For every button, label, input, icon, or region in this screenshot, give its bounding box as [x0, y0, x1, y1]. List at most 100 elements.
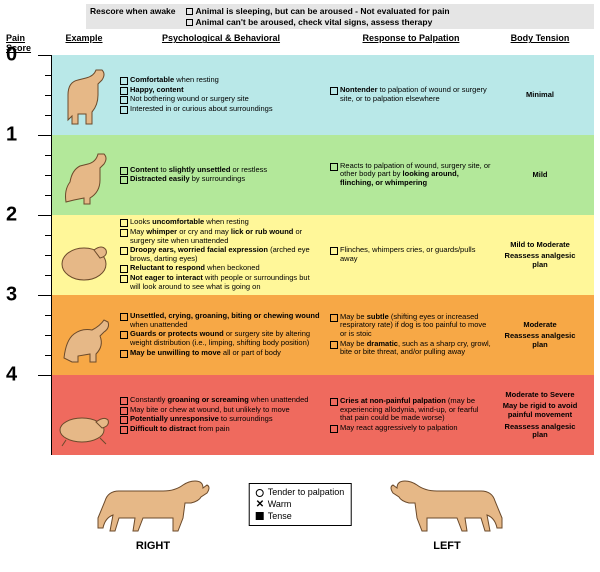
example-illustration — [52, 135, 116, 215]
scale-tick — [38, 215, 52, 216]
tension-reassess: Reassess analgesic plan — [500, 423, 580, 440]
legend-circle-label: Tender to palpation — [268, 487, 345, 499]
tension-label: Moderate — [500, 321, 580, 330]
scale-minor-tick — [45, 175, 52, 176]
psych-item: Interested in or curious about surroundi… — [120, 105, 322, 114]
pain-scale: 01234 — [6, 55, 52, 455]
example-illustration — [52, 295, 116, 375]
psych-item: Unsettled, crying, groaning, biting or c… — [120, 312, 322, 329]
palp-item: Flinches, whimpers cries, or guards/pull… — [330, 246, 492, 263]
tension-cell: Moderate to SevereMay be rigid to avoid … — [496, 375, 584, 455]
legend-circle-icon — [256, 489, 264, 497]
scale-minor-tick — [45, 115, 52, 116]
example-illustration — [52, 55, 116, 135]
example-illustration — [52, 215, 116, 295]
tension-label: Mild to Moderate — [500, 241, 580, 250]
scale-number: 1 — [6, 124, 17, 147]
scale-minor-tick — [45, 95, 52, 96]
palp-cell: Reacts to palpation of wound, surgery si… — [326, 135, 496, 215]
note1: Animal is sleeping, but can be aroused -… — [196, 6, 450, 16]
psych-cell: Looks uncomfortable when restingMay whim… — [116, 215, 326, 295]
psych-item: Reluctant to respond when beckoned — [120, 264, 322, 273]
score-row-1: Content to slightly unsettled or restles… — [52, 135, 594, 215]
psych-item: May whimper or cry and may lick or rub w… — [120, 228, 322, 245]
scale-tick — [38, 135, 52, 136]
legend-x-icon: ✕ — [256, 501, 264, 509]
score-row-2: Looks uncomfortable when restingMay whim… — [52, 215, 594, 295]
legend-x-label: Warm — [268, 499, 292, 511]
palp-item: Reacts to palpation of wound, surgery si… — [330, 162, 492, 188]
pain-score-chart: Rescore when awake Animal is sleeping, b… — [0, 0, 600, 558]
tension-label: Mild — [500, 171, 580, 180]
scale-minor-tick — [45, 255, 52, 256]
scale-number: 0 — [6, 44, 17, 67]
legend-square-icon — [256, 512, 264, 520]
left-label: LEFT — [377, 540, 517, 552]
palp-cell: Cries at non-painful palpation (may be e… — [326, 375, 496, 455]
scale-minor-tick — [45, 155, 52, 156]
palp-item: May react aggressively to palpation — [330, 424, 492, 433]
psych-cell: Content to slightly unsettled or restles… — [116, 135, 326, 215]
hd-tension: Body Tension — [496, 33, 584, 53]
score-row-3: Unsettled, crying, groaning, biting or c… — [52, 295, 594, 375]
score-row-4: Constantly groaning or screaming when un… — [52, 375, 594, 455]
psych-item: Not bothering wound or surgery site — [120, 95, 322, 104]
checkbox-icon — [186, 19, 193, 26]
tension-cell: Minimal — [496, 55, 584, 135]
scale-number: 4 — [6, 364, 17, 387]
psych-item: Guards or protects wound or surgery site… — [120, 330, 322, 347]
palp-cell: May be subtle (shifting eyes or increase… — [326, 295, 496, 375]
scale-tick — [38, 375, 52, 376]
psych-item: Distracted easily by surroundings — [120, 175, 322, 184]
chart-body: 01234 Comfortable when restingHappy, con… — [6, 55, 594, 455]
dog-outline-right — [83, 463, 223, 538]
palp-cell: Flinches, whimpers cries, or guards/pull… — [326, 215, 496, 295]
tension-cell: Moderate Reassess analgesic plan — [496, 295, 584, 375]
tension-extra: May be rigid to avoid painful movement — [500, 402, 580, 419]
psych-item: Looks uncomfortable when resting — [120, 218, 322, 227]
psych-item: Constantly groaning or screaming when un… — [120, 396, 322, 405]
psych-cell: Comfortable when restingHappy, contentNo… — [116, 55, 326, 135]
dog-outline-left — [377, 463, 517, 538]
psych-item: Content to slightly unsettled or restles… — [120, 166, 322, 175]
scale-minor-tick — [45, 335, 52, 336]
scale-tick — [38, 295, 52, 296]
psych-item: May bite or chew at wound, but unlikely … — [120, 406, 322, 415]
right-label: RIGHT — [83, 540, 223, 552]
psych-cell: Unsettled, crying, groaning, biting or c… — [116, 295, 326, 375]
psych-cell: Constantly groaning or screaming when un… — [116, 375, 326, 455]
bottom-diagram: RIGHT Tender to palpation ✕Warm Tense LE… — [6, 463, 594, 552]
scale-tick — [38, 55, 52, 56]
tension-reassess: Reassess analgesic plan — [500, 332, 580, 349]
tension-cell: Mild — [496, 135, 584, 215]
psych-item: Not eager to interact with people or sur… — [120, 274, 322, 291]
tension-cell: Mild to Moderate Reassess analgesic plan — [496, 215, 584, 295]
palp-item: Nontender to palpation of wound or surge… — [330, 86, 492, 103]
psych-item: Potentially unresponsive to surroundings — [120, 415, 322, 424]
column-headers: Pain Score Example Psychological & Behav… — [6, 33, 594, 53]
palp-item: Cries at non-painful palpation (may be e… — [330, 397, 492, 423]
scale-minor-tick — [45, 355, 52, 356]
example-illustration — [52, 375, 116, 455]
checkbox-icon — [186, 8, 193, 15]
rows-container: Comfortable when restingHappy, contentNo… — [52, 55, 594, 455]
dog-right-wrap: RIGHT — [83, 463, 223, 552]
psych-item: Difficult to distract from pain — [120, 425, 322, 434]
hd-psych: Psychological & Behavioral — [116, 33, 326, 53]
scale-number: 3 — [6, 284, 17, 307]
tension-label: Minimal — [500, 91, 580, 100]
psych-item: May be unwilling to move all or part of … — [120, 349, 322, 358]
legend-box: Tender to palpation ✕Warm Tense — [249, 483, 352, 526]
scale-minor-tick — [45, 315, 52, 316]
hd-palp: Response to Palpation — [326, 33, 496, 53]
palp-item: May be dramatic, such as a sharp cry, gr… — [330, 340, 492, 357]
psych-item: Droopy ears, worried facial expression (… — [120, 246, 322, 263]
scale-minor-tick — [45, 75, 52, 76]
psych-item: Comfortable when resting — [120, 76, 322, 85]
dog-left-wrap: LEFT — [377, 463, 517, 552]
scale-number: 2 — [6, 204, 17, 227]
tension-reassess: Reassess analgesic plan — [500, 252, 580, 269]
scale-minor-tick — [45, 275, 52, 276]
top-note: Rescore when awake Animal is sleeping, b… — [86, 4, 594, 29]
note2: Animal can't be aroused, check vital sig… — [196, 17, 433, 27]
